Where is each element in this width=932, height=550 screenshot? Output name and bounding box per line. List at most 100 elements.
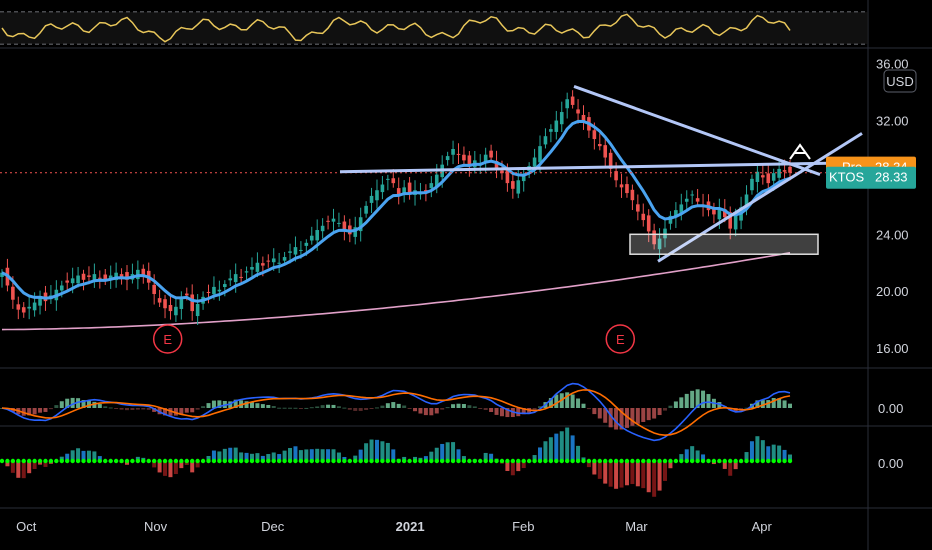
- currency-badge[interactable]: [883, 69, 917, 93]
- squeeze-dot: [391, 458, 396, 464]
- squeeze-dot: [412, 458, 418, 464]
- macd-histogram-bar: [217, 400, 222, 408]
- squeeze-dot: [619, 458, 624, 464]
- squeeze-histogram-bar: [516, 461, 521, 472]
- macd-histogram-bar: [249, 402, 254, 408]
- candle-body: [549, 129, 553, 132]
- macd-histogram-bar: [597, 408, 602, 419]
- macd-histogram-bar: [27, 408, 32, 416]
- squeeze-dot: [287, 458, 293, 464]
- candle-body: [728, 212, 733, 229]
- earnings-marker[interactable]: [605, 324, 636, 354]
- squeeze-histogram-bar: [668, 461, 673, 469]
- macd-histogram-bar: [684, 393, 689, 408]
- macd-histogram-bar: [668, 405, 673, 408]
- candle-body: [396, 188, 401, 195]
- candle-body: [445, 156, 450, 161]
- descending-trend-line[interactable]: [573, 85, 821, 176]
- candle-body: [695, 198, 700, 202]
- squeeze-dot: [135, 458, 141, 464]
- squeeze-dot: [325, 458, 331, 464]
- squeeze-dot: [521, 458, 526, 464]
- candle-body: [168, 305, 173, 312]
- macd-histogram-bar: [358, 408, 363, 411]
- macd-histogram-bar: [92, 401, 97, 408]
- candle-body: [293, 247, 298, 255]
- candle-body: [179, 298, 184, 309]
- candle-body: [217, 289, 222, 292]
- squeeze-dot: [184, 458, 189, 464]
- earnings-marker[interactable]: [152, 324, 183, 354]
- squeeze-histogram-bar: [608, 461, 613, 487]
- squeeze-dot: [151, 458, 157, 464]
- squeeze-dot: [728, 458, 733, 464]
- macd-histogram-bar: [478, 408, 483, 409]
- support-zone-box[interactable]: [629, 233, 819, 255]
- squeeze-dot: [336, 458, 342, 464]
- squeeze-dot: [293, 458, 298, 464]
- squeeze-histogram-bar: [228, 447, 233, 461]
- squeeze-histogram-bar: [43, 461, 48, 467]
- candle-body: [315, 230, 319, 241]
- squeeze-histogram-bar: [206, 456, 211, 461]
- macd-histogram-bar: [195, 408, 200, 410]
- squeeze-dot: [54, 458, 59, 464]
- candle-body: [21, 307, 26, 313]
- drawings[interactable]: [339, 85, 863, 263]
- triangle-apex-marker[interactable]: [789, 143, 811, 160]
- squeeze-histogram-bar: [777, 445, 782, 461]
- squeeze-dot: [418, 458, 423, 464]
- candle-body: [538, 146, 542, 163]
- candle-body: [206, 291, 211, 293]
- horizontal-resistance-line[interactable]: [339, 161, 829, 174]
- macd-histogram-bar: [505, 408, 510, 418]
- squeeze-zero-label: 0.00: [878, 456, 903, 471]
- macd-histogram-bar: [451, 404, 456, 408]
- squeeze-dot: [722, 458, 727, 464]
- squeeze-dot: [423, 458, 429, 464]
- squeeze-histogram-bar: [380, 441, 385, 461]
- candle-body: [500, 170, 504, 174]
- macd-histogram-bar: [331, 404, 336, 408]
- macd-histogram-bar: [483, 408, 488, 411]
- squeeze-dot: [21, 458, 26, 464]
- candle-body: [228, 278, 233, 281]
- squeeze-histogram-bar: [266, 454, 271, 461]
- price-tick-label: 20.00: [876, 284, 909, 299]
- macd-histogram-bar: [690, 390, 695, 408]
- candle-body: [679, 204, 684, 215]
- squeeze-histogram-bar: [233, 447, 238, 461]
- macd-histogram-bar: [646, 408, 651, 421]
- macd-histogram-bar: [114, 408, 119, 409]
- macd-histogram-bar: [760, 400, 765, 408]
- squeeze-dot: [331, 458, 336, 464]
- candle-body: [65, 280, 70, 283]
- macd-histogram-bar: [494, 408, 499, 415]
- candle-body: [32, 302, 37, 311]
- candle-body: [619, 184, 624, 188]
- squeeze-histogram-bar: [190, 461, 195, 473]
- candle-body: [407, 182, 412, 194]
- squeeze-histogram-bar: [451, 442, 456, 461]
- macd-histogram-bar: [168, 408, 173, 416]
- candle-body: [353, 227, 358, 237]
- ascending-trend-line[interactable]: [657, 132, 863, 263]
- macd-histogram-bar: [657, 408, 662, 416]
- squeeze-histogram-bar: [663, 461, 668, 481]
- squeeze-histogram-bar: [336, 452, 341, 461]
- price-tick-label: 36.00: [876, 57, 909, 72]
- macd-histogram-bar: [777, 398, 782, 408]
- macd-histogram-bar: [548, 398, 553, 408]
- squeeze-dot: [276, 458, 282, 464]
- macd-histogram-bar: [744, 407, 749, 409]
- squeeze-dot: [776, 458, 782, 464]
- squeeze-dot: [537, 458, 543, 464]
- macd-histogram-bar: [380, 405, 385, 408]
- squeeze-dot: [0, 458, 5, 464]
- squeeze-dot: [407, 458, 412, 464]
- candle-body: [652, 230, 656, 245]
- candle-body: [320, 225, 325, 232]
- candle-body: [244, 271, 249, 273]
